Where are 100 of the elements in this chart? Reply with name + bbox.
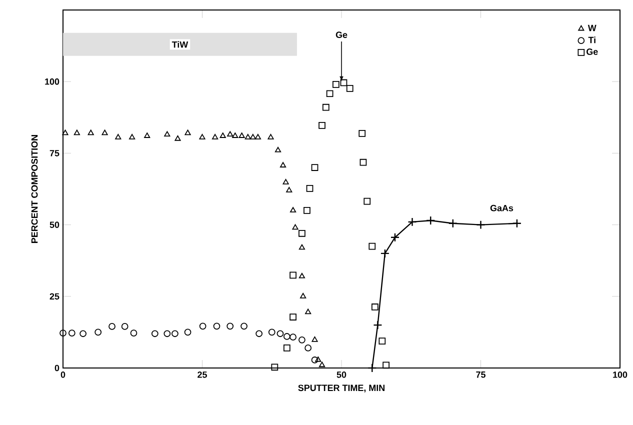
point xyxy=(358,130,366,137)
point xyxy=(256,330,263,338)
point xyxy=(380,248,390,258)
y-tick-label: 50 xyxy=(50,222,60,228)
y-tick-label: 100 xyxy=(45,78,60,85)
y-tick-label: 25 xyxy=(50,293,60,300)
legend-label: W xyxy=(588,24,596,32)
point xyxy=(290,314,296,320)
point xyxy=(80,330,86,338)
point xyxy=(292,224,298,230)
point xyxy=(373,320,382,330)
point xyxy=(220,132,226,138)
point xyxy=(151,330,158,338)
point xyxy=(199,322,206,330)
point xyxy=(298,336,306,344)
point xyxy=(346,85,354,92)
point xyxy=(268,328,276,336)
legend-label: Ge xyxy=(586,48,598,55)
point xyxy=(312,336,318,342)
y-tick-label: 75 xyxy=(50,150,60,156)
point xyxy=(476,220,486,230)
legend-label: Ti xyxy=(588,36,596,44)
series-label: GaAs xyxy=(490,204,514,212)
point xyxy=(315,356,322,362)
point xyxy=(88,130,94,136)
point xyxy=(108,323,116,330)
point xyxy=(244,134,251,140)
point xyxy=(283,344,290,352)
point xyxy=(426,216,436,226)
point xyxy=(318,362,326,368)
point xyxy=(121,323,128,330)
point xyxy=(340,79,348,86)
band-label: TiW xyxy=(172,41,188,48)
annotation: Ge xyxy=(336,32,348,38)
point xyxy=(332,81,340,88)
point xyxy=(286,186,292,192)
x-tick-label: 50 xyxy=(336,372,346,378)
point xyxy=(226,322,234,330)
point xyxy=(62,130,68,136)
point xyxy=(360,158,367,166)
point xyxy=(164,330,171,338)
point xyxy=(130,330,138,336)
point xyxy=(172,330,178,338)
point xyxy=(240,322,248,330)
x-tick-label: 25 xyxy=(198,372,207,378)
point xyxy=(102,130,108,136)
point xyxy=(164,131,170,137)
point xyxy=(238,132,245,138)
point xyxy=(254,134,261,140)
point xyxy=(300,292,306,298)
point xyxy=(318,122,326,129)
point xyxy=(184,328,192,336)
x-tick-label: 75 xyxy=(476,372,486,378)
point xyxy=(448,218,458,228)
point xyxy=(60,330,66,336)
point xyxy=(94,328,102,336)
point xyxy=(364,198,371,205)
point xyxy=(290,334,296,341)
point xyxy=(282,178,289,184)
point xyxy=(144,132,150,138)
point xyxy=(371,304,378,310)
point xyxy=(268,134,274,140)
point xyxy=(174,135,181,141)
point xyxy=(199,134,206,140)
point xyxy=(304,344,312,352)
point xyxy=(512,218,522,228)
point xyxy=(305,308,312,314)
point xyxy=(283,333,290,340)
point xyxy=(271,364,278,371)
point xyxy=(212,134,218,140)
point xyxy=(378,338,386,345)
point xyxy=(250,134,256,140)
x-tick-label: 0 xyxy=(60,372,66,378)
point xyxy=(213,322,220,330)
point xyxy=(115,134,122,140)
y-tick-label: 0 xyxy=(54,364,60,372)
point xyxy=(304,207,310,214)
point xyxy=(368,242,376,250)
y-axis-title: PERCENT COMPOSITION xyxy=(31,135,38,243)
point xyxy=(382,362,390,369)
point xyxy=(227,131,234,137)
point xyxy=(280,162,286,168)
point xyxy=(311,164,318,171)
point xyxy=(129,134,136,140)
point xyxy=(290,272,296,279)
point xyxy=(390,232,400,242)
point xyxy=(290,207,296,212)
point xyxy=(298,230,306,237)
point xyxy=(298,272,305,278)
point xyxy=(276,330,284,338)
point xyxy=(74,130,80,136)
x-tick-label: 100 xyxy=(613,372,628,378)
point xyxy=(68,330,76,336)
point xyxy=(306,184,314,192)
point xyxy=(311,356,318,364)
point xyxy=(298,244,305,250)
point xyxy=(274,146,282,152)
point xyxy=(408,217,417,227)
point xyxy=(232,132,238,138)
point xyxy=(326,90,334,98)
